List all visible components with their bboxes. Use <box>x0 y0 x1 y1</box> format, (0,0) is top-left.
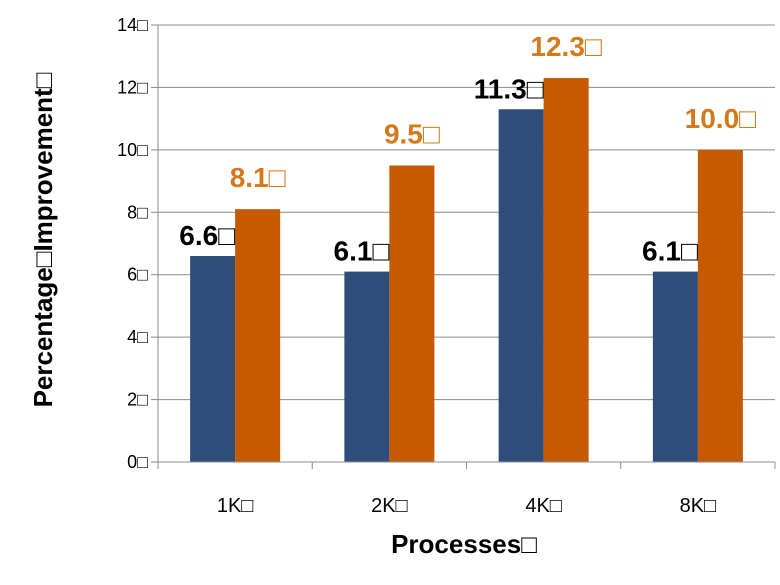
data-label: 11.3□ <box>474 73 544 104</box>
y-tick-label: 4□ <box>127 327 148 347</box>
bar <box>344 271 390 462</box>
data-label: 9.5□ <box>384 118 440 149</box>
y-tick-label: 6□ <box>127 265 148 285</box>
x-tick-label: 1K□ <box>217 495 254 517</box>
bar <box>652 271 698 462</box>
x-axis-title: Processes□ <box>391 529 537 559</box>
bar <box>389 165 435 462</box>
y-tick-label: 14□ <box>117 15 148 35</box>
y-tick-label: 0□ <box>127 452 148 472</box>
bars <box>190 78 743 463</box>
x-tick-label: 2K□ <box>371 495 408 517</box>
data-label: 10.0□ <box>685 103 756 134</box>
bar <box>235 209 281 462</box>
y-tick-label: 8□ <box>127 202 148 222</box>
y-tick-label: 10□ <box>117 140 148 160</box>
bar <box>498 109 544 463</box>
axes: 0□ 2□ 4□ 6□ 8□ 10□ 12□ 14□ 1K□ 2K□ 4K□ 8K□ <box>117 15 776 517</box>
bar <box>190 255 236 462</box>
bar <box>697 149 743 462</box>
x-tick-label: 8K□ <box>680 495 717 517</box>
y-tick-label: 2□ <box>127 390 148 410</box>
data-labels: 6.6□ 8.1□ 6.1□ 9.5□ 11.3□ 12.3□ 6.1□ 10.0□ <box>179 31 756 267</box>
data-label: 6.1□ <box>334 236 390 267</box>
bar <box>543 78 589 463</box>
x-tick-label: 4K□ <box>525 495 562 517</box>
data-label: 6.1□ <box>642 236 698 267</box>
y-tick-label: 12□ <box>117 77 148 97</box>
data-label: 8.1□ <box>230 162 286 193</box>
data-label: 6.6□ <box>179 220 235 251</box>
data-label: 12.3□ <box>530 31 601 62</box>
y-axis-title: Percentage□Improvement□ <box>28 72 58 407</box>
